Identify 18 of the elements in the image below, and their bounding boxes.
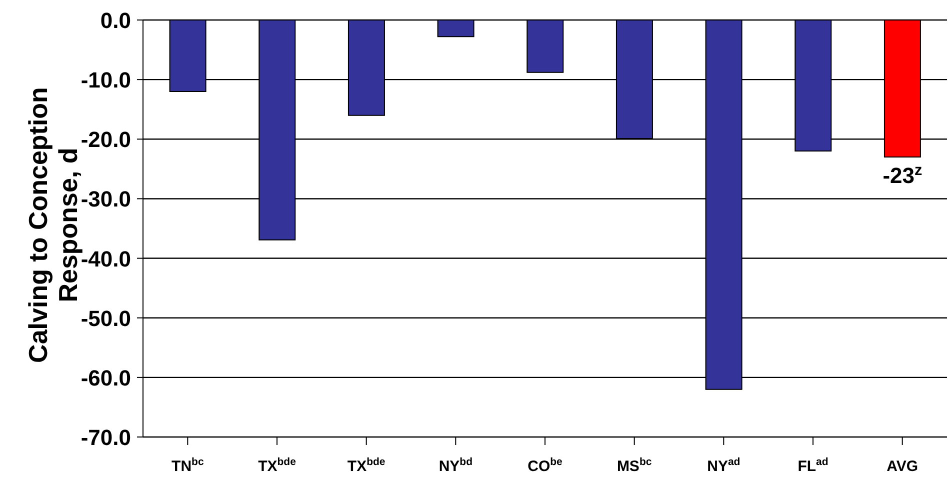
x-tick-label: NY$^{ad}$ <box>707 456 740 475</box>
y-axis-title: Calving to Conception Response, d <box>23 87 83 363</box>
y-tick-label: -20.0 <box>80 127 131 152</box>
y-tick-label: -70.0 <box>80 425 131 450</box>
x-tick-label: MS$^{bc}$ <box>616 456 652 475</box>
x-tick-label: TN$^{bc}$ <box>172 456 204 475</box>
y-tick-label: -60.0 <box>80 365 131 390</box>
y-tick-label: -30.0 <box>80 186 131 212</box>
y-tick-label: -50.0 <box>80 306 131 331</box>
y-tick-label: -10.0 <box>80 68 131 93</box>
y-tick-label: 0.0 <box>100 8 131 33</box>
x-tick-label: FL$^{ad}$ <box>798 456 828 475</box>
x-tick-label: NY$^{bd}$ <box>438 456 473 475</box>
x-tick-label: TX$^{bde}$ <box>258 456 296 475</box>
data-label: -23$^{z}$ <box>882 162 923 188</box>
x-tick-label: TX$^{bde}$ <box>347 456 386 475</box>
x-tick-label: CO$^{be}$ <box>528 456 563 475</box>
x-tick-label: AVG <box>886 458 918 475</box>
